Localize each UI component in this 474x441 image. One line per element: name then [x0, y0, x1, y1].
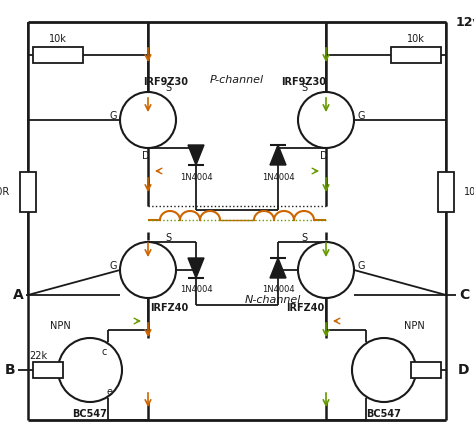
Bar: [411, 362, 441, 378]
Text: S: S: [165, 233, 171, 243]
Circle shape: [352, 338, 416, 402]
Text: b: b: [43, 367, 49, 377]
Text: IRF9Z30: IRF9Z30: [143, 77, 188, 87]
Text: 100R: 100R: [0, 187, 10, 197]
Text: S: S: [301, 233, 307, 243]
Bar: [33, 362, 63, 378]
Text: B: B: [5, 363, 15, 377]
Text: G: G: [357, 111, 365, 121]
Text: D: D: [458, 363, 470, 377]
Text: G: G: [109, 261, 117, 271]
Text: D: D: [320, 151, 328, 161]
Text: C: C: [459, 288, 469, 302]
Text: 100R: 100R: [464, 187, 474, 197]
Text: c: c: [101, 347, 107, 357]
Text: S: S: [165, 83, 171, 93]
Polygon shape: [188, 258, 204, 278]
Text: D: D: [142, 151, 150, 161]
Circle shape: [298, 92, 354, 148]
Text: 12v: 12v: [456, 15, 474, 29]
Text: e: e: [107, 387, 113, 397]
Bar: [33, 47, 83, 63]
Circle shape: [58, 338, 122, 402]
Bar: [391, 47, 441, 63]
Text: IRFZ40: IRFZ40: [286, 303, 324, 313]
Text: G: G: [357, 261, 365, 271]
Circle shape: [120, 242, 176, 298]
Bar: [20, 172, 36, 212]
Text: BC547: BC547: [73, 409, 108, 419]
Text: 10k: 10k: [49, 34, 67, 44]
Polygon shape: [270, 258, 286, 278]
Text: 1N4004: 1N4004: [262, 172, 294, 182]
Text: 1N4004: 1N4004: [262, 285, 294, 295]
Text: 10k: 10k: [407, 34, 425, 44]
Text: BC547: BC547: [366, 409, 401, 419]
Circle shape: [120, 92, 176, 148]
Text: IRFZ40: IRFZ40: [150, 303, 188, 313]
Text: S: S: [301, 83, 307, 93]
Text: IRF9Z30: IRF9Z30: [281, 77, 326, 87]
Circle shape: [298, 242, 354, 298]
Polygon shape: [188, 145, 204, 165]
Text: N-channel: N-channel: [245, 295, 301, 305]
Text: 22k: 22k: [29, 351, 47, 361]
Text: A: A: [13, 288, 23, 302]
Text: P-channel: P-channel: [210, 75, 264, 85]
Text: NPN: NPN: [404, 321, 424, 331]
Text: 1N4004: 1N4004: [180, 172, 212, 182]
Text: G: G: [109, 111, 117, 121]
Text: NPN: NPN: [50, 321, 70, 331]
Polygon shape: [270, 145, 286, 165]
Bar: [438, 172, 454, 212]
Text: 1N4004: 1N4004: [180, 285, 212, 295]
